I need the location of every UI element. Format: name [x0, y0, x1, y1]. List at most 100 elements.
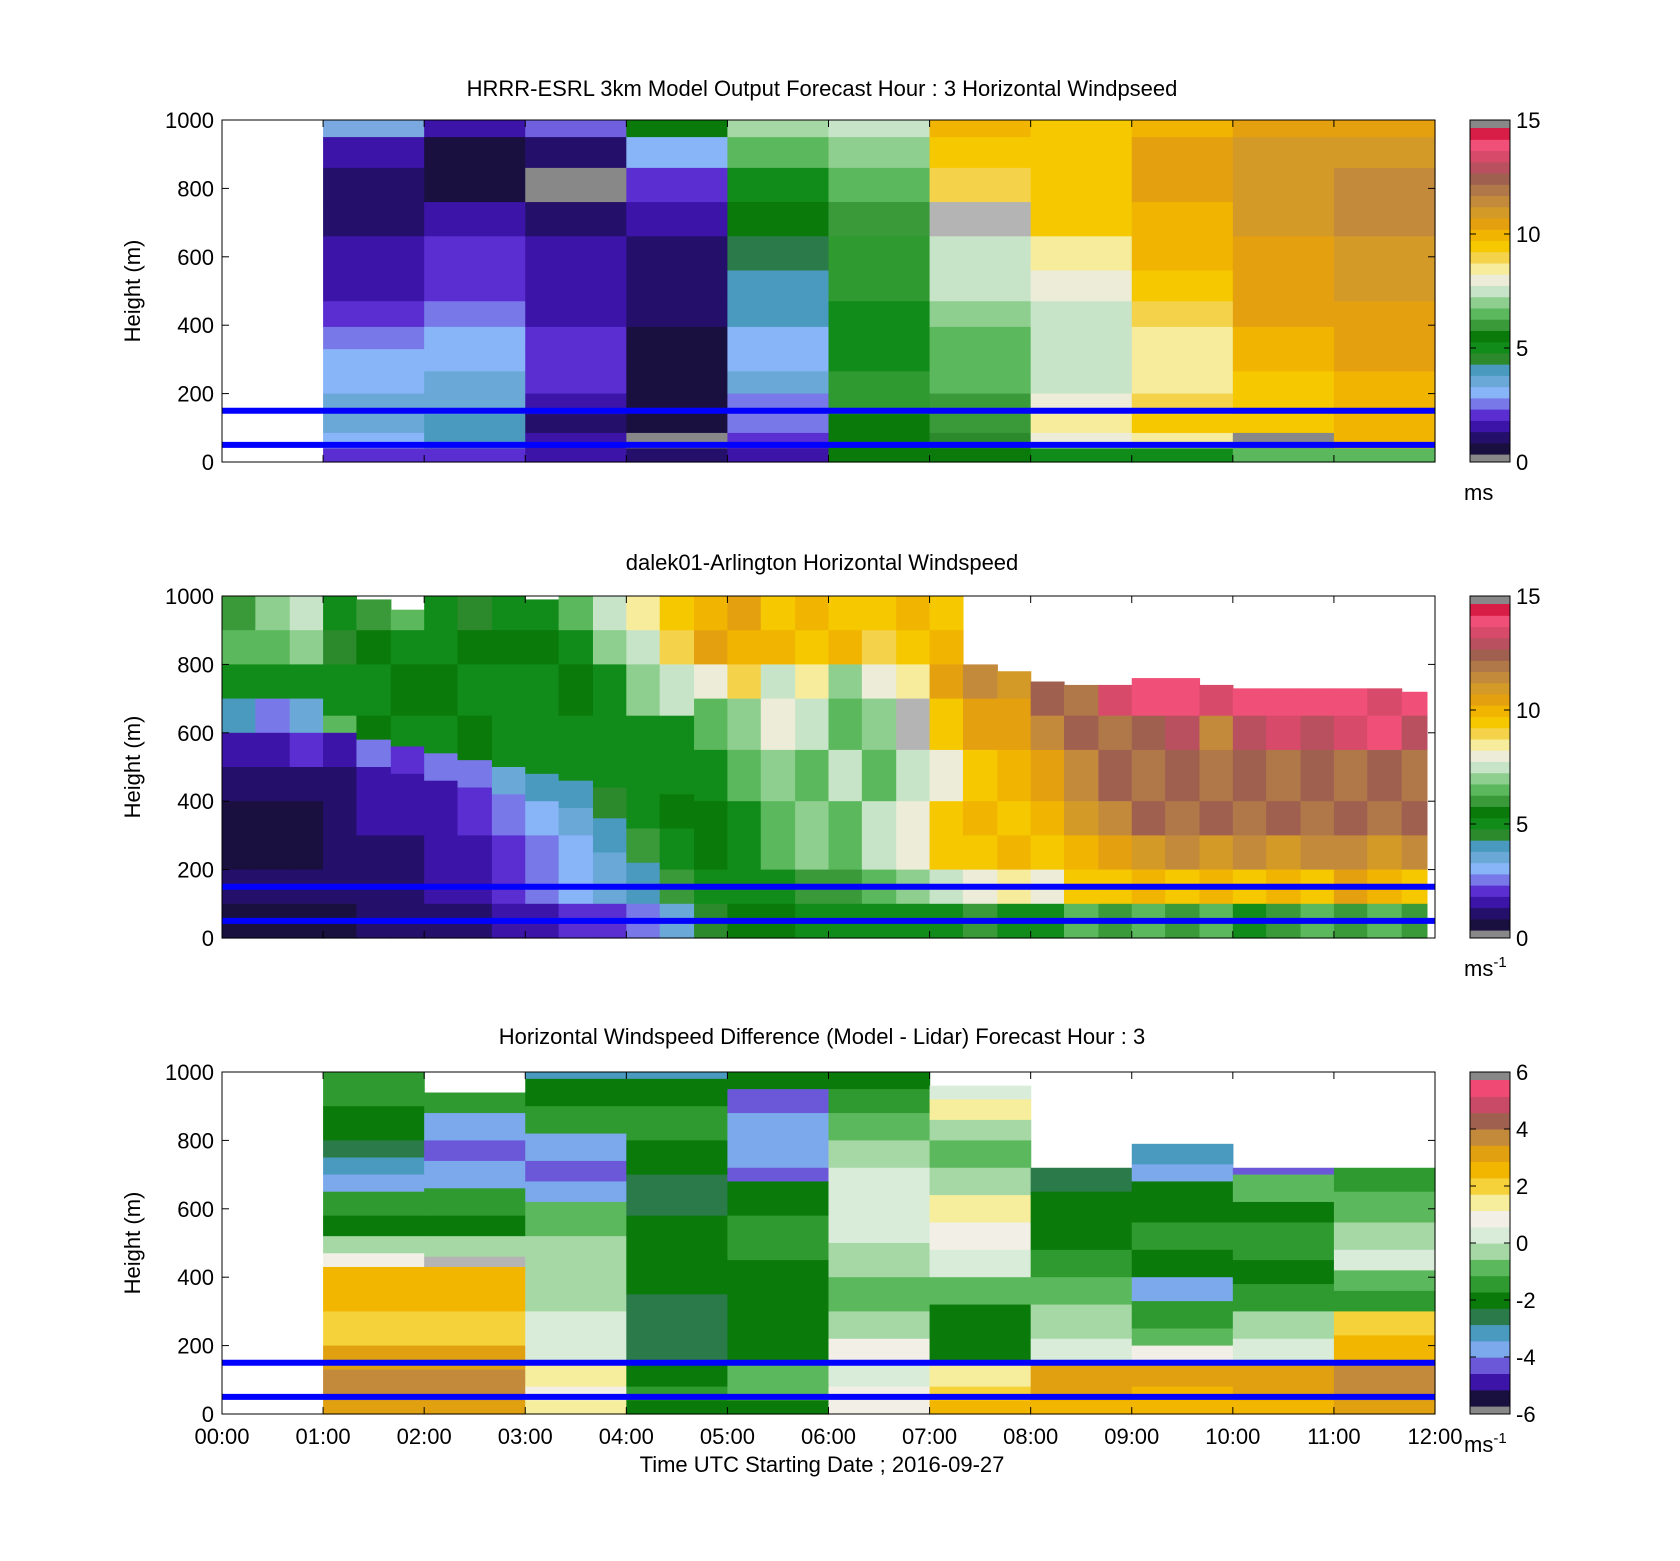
- heatmap-cell: [1266, 688, 1302, 717]
- colorbar-segment: [1470, 660, 1510, 673]
- heatmap-cell: [1333, 749, 1368, 802]
- heatmap-cell: [1131, 301, 1234, 328]
- heatmap-cell: [424, 630, 459, 665]
- heatmap-cell: [323, 414, 425, 434]
- heatmap-cell: [525, 371, 627, 395]
- heatmap-cell: [1333, 414, 1436, 434]
- x-axis-ticks: 00:00 01:00 02:00 03:00 04:00 05:00 06:00 07:00…: [194, 1072, 1463, 1449]
- colorbar-segment: [1470, 217, 1510, 230]
- heatmap-cell: [828, 1277, 931, 1312]
- heatmap-cell: [424, 1256, 526, 1268]
- heatmap-cell: [1131, 1362, 1234, 1388]
- colorbar-segment: [1470, 885, 1510, 897]
- heatmap-cell: [1165, 835, 1201, 871]
- x-tick-label: 06:00: [801, 1424, 856, 1449]
- boundary-lines: [222, 883, 1435, 924]
- heatmap-cell: [929, 1167, 1032, 1196]
- heatmap-cell: [1333, 688, 1368, 717]
- heatmap-cell: [1232, 120, 1335, 138]
- colorbar-segment: [1470, 1389, 1510, 1407]
- heatmap-cell: [1030, 301, 1133, 328]
- heatmap-cell: [962, 664, 998, 700]
- colorbar-tick-label: 15: [1516, 584, 1540, 609]
- x-axis-ticks: [221, 120, 1436, 462]
- colorbar-segment: [1470, 1096, 1510, 1114]
- heatmap-cell: [424, 1400, 526, 1415]
- heatmap-cell: [558, 664, 594, 717]
- heatmap-cell: [828, 326, 931, 350]
- heatmap-cell: [525, 120, 627, 138]
- heatmap-cell: [424, 1215, 526, 1237]
- heatmap-cell: [356, 664, 392, 717]
- heatmap-cell: [727, 1338, 830, 1364]
- heatmap-cell: [323, 1400, 425, 1415]
- heatmap-cell: [1232, 715, 1267, 751]
- heatmap-cell: [861, 698, 897, 751]
- heatmap-cell: [896, 749, 931, 802]
- heatmap-cell: [457, 760, 493, 789]
- heatmap-cell: [525, 167, 627, 203]
- heatmap-cell: [255, 801, 291, 871]
- heatmap-cell: [1232, 301, 1335, 328]
- heatmap-cell: [323, 137, 425, 169]
- heatmap-cell: [289, 767, 324, 802]
- heatmap-cell: [962, 835, 998, 871]
- heatmap-cell: [1333, 1249, 1436, 1271]
- heatmap-cell: [727, 120, 830, 138]
- heatmap-cell: [525, 414, 627, 434]
- colorbar-segment: [1470, 918, 1510, 931]
- heatmap-cell: [1232, 270, 1335, 302]
- x-axis-label: Time UTC Starting Date ; 2016-09-27: [640, 1452, 1005, 1477]
- heatmap-cell: [1030, 371, 1133, 395]
- heatmap-cell: [323, 1072, 425, 1107]
- heatmap-cell: [390, 746, 425, 775]
- colorbar-segment: [1470, 128, 1510, 140]
- heatmap-cell: [323, 1191, 425, 1217]
- heatmap-cell: [929, 698, 964, 751]
- heatmap-cell: [390, 630, 425, 665]
- heatmap-cell: [1131, 1164, 1234, 1183]
- heatmap-cell: [1030, 414, 1133, 434]
- colorbar-segment: [1470, 150, 1510, 163]
- heatmap-cell: [323, 1106, 425, 1141]
- heatmap-cell: [1064, 801, 1099, 836]
- heatmap-cell: [1367, 801, 1403, 836]
- heatmap-cell: [323, 664, 358, 717]
- x-tick-label: 08:00: [1003, 1424, 1058, 1449]
- heatmap-cell: [659, 664, 695, 717]
- heatmap-cell: [289, 801, 324, 871]
- heatmap-cell: [1401, 835, 1428, 871]
- heatmap-cell: [424, 596, 459, 631]
- y-tick-label: 1000: [165, 108, 214, 133]
- colorbar-segment: [1470, 195, 1510, 208]
- heatmap-cell: [1131, 1277, 1234, 1302]
- heatmap-cell: [828, 1113, 931, 1141]
- heatmap-cell: [1030, 1304, 1133, 1340]
- colorbar-segment: [1470, 693, 1510, 706]
- heatmap-cell: [525, 835, 560, 905]
- heatmap-cell: [424, 202, 526, 237]
- heatmap-cell: [356, 630, 392, 665]
- heatmap-cell: [828, 1362, 931, 1388]
- heatmap-cell: [626, 1072, 729, 1080]
- heatmap-cell: [1064, 835, 1099, 871]
- colorbar-tick-label: -4: [1516, 1345, 1536, 1370]
- y-axis-ticks: 0 200 400 600 800 1000: [165, 584, 1435, 951]
- heatmap-cell: [1131, 270, 1234, 302]
- heatmap-cell: [997, 835, 1032, 871]
- heatmap-cell: [424, 1236, 526, 1258]
- heatmap-cell: [1232, 1284, 1335, 1312]
- heatmap-cell: [659, 828, 695, 871]
- heatmap-cell: [424, 1345, 526, 1371]
- heatmap-cell: [861, 664, 897, 700]
- heatmap-cell: [1131, 835, 1166, 871]
- colorbar-segment: [1470, 442, 1510, 455]
- heatmap-cell: [727, 1181, 830, 1217]
- heatmap-cell: [626, 664, 661, 717]
- heatmap-cell: [828, 120, 931, 138]
- colorbar-cap: [1470, 1072, 1510, 1080]
- heatmap-cell: [1333, 349, 1436, 372]
- heatmap-cell: [1131, 1222, 1234, 1251]
- heatmap-cell: [1165, 715, 1201, 751]
